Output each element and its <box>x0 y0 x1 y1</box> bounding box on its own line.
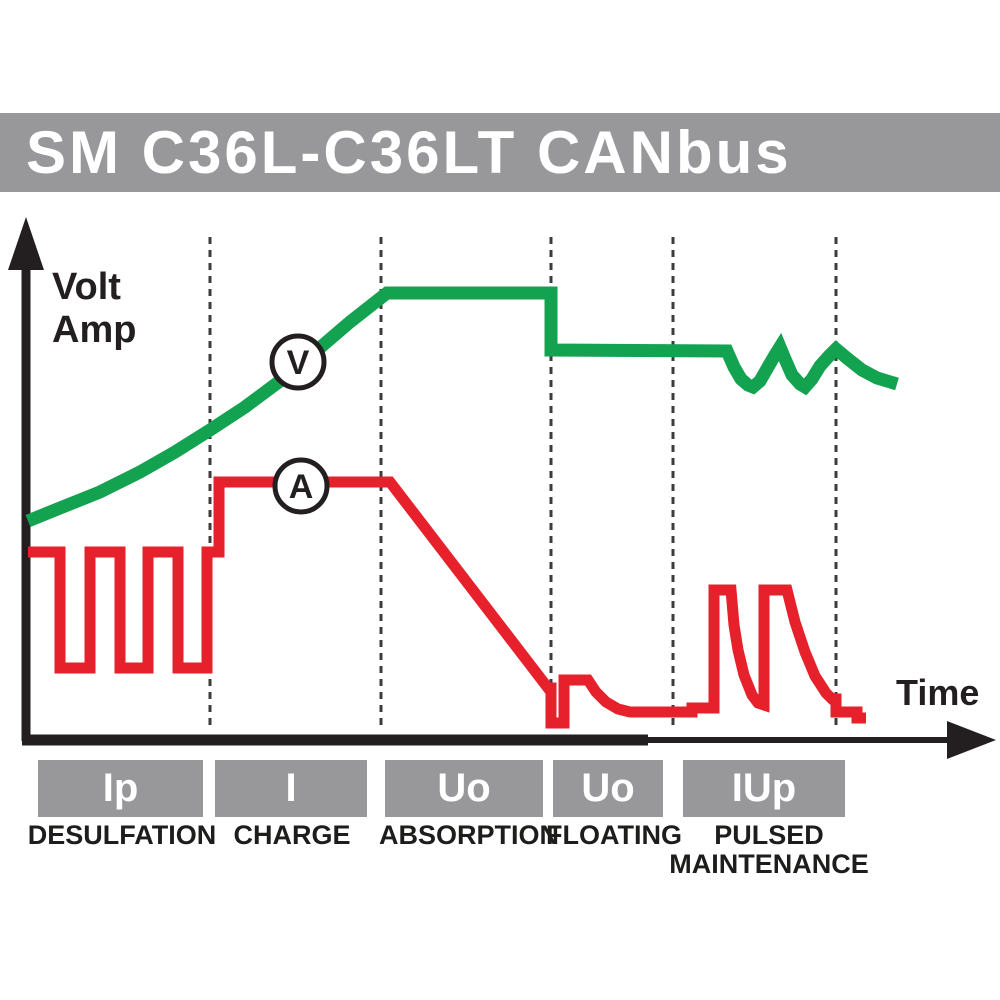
phase-box-5-iup: IUp <box>683 760 845 817</box>
phase-code-label: IUp <box>731 766 797 810</box>
marker-v-circle <box>269 333 327 391</box>
current-curve <box>28 476 866 729</box>
phase-code-label: Ip <box>102 766 139 810</box>
phase-name-5: PULSED MAINTENANCE <box>619 821 919 879</box>
phase-name-1: DESULFATION <box>0 821 272 850</box>
phase-box-4-uo: Uo <box>553 760 663 817</box>
phase-box-3-uo: Uo <box>385 760 543 817</box>
marker-a-circle <box>272 457 330 515</box>
title-banner: SM C36L-C36LT CANbus <box>0 113 1000 192</box>
x-axis-label: Time <box>896 672 980 713</box>
marker-a-label: A <box>289 468 314 506</box>
curves-layer: VA <box>25 237 899 729</box>
page-title: SM C36L-C36LT CANbus <box>26 119 792 186</box>
y-axis-label-volt: Volt <box>52 266 121 308</box>
phase-name-line: MAINTENANCE <box>669 849 869 879</box>
marker-v-label: V <box>287 344 310 382</box>
phase-name-line: FLOATING <box>546 820 682 850</box>
x-axis-arrow-icon <box>947 721 996 759</box>
phase-name-line: ABSORPTION <box>378 820 559 850</box>
phase-code-label: Uo <box>581 766 635 810</box>
y-axis-label: Volt Amp <box>52 266 136 352</box>
phase-name-line: PULSED <box>714 820 824 850</box>
phase-name-2: CHARGE <box>142 821 442 850</box>
phase-name-4: FLOATING <box>464 821 764 850</box>
phase-code-label: I <box>285 766 297 810</box>
y-axis-arrow-icon <box>8 217 44 270</box>
phase-box-2-i: I <box>215 760 367 817</box>
voltage-curve <box>25 286 899 528</box>
phase-name-3: ABSORPTION <box>319 821 619 850</box>
phase-name-line: DESULFATION <box>27 820 217 850</box>
phase-name-line: CHARGE <box>233 820 351 850</box>
phase-code-label: Uo <box>437 766 491 810</box>
phase-box-1-ip: Ip <box>38 760 203 817</box>
y-axis-label-amp: Amp <box>52 309 137 351</box>
